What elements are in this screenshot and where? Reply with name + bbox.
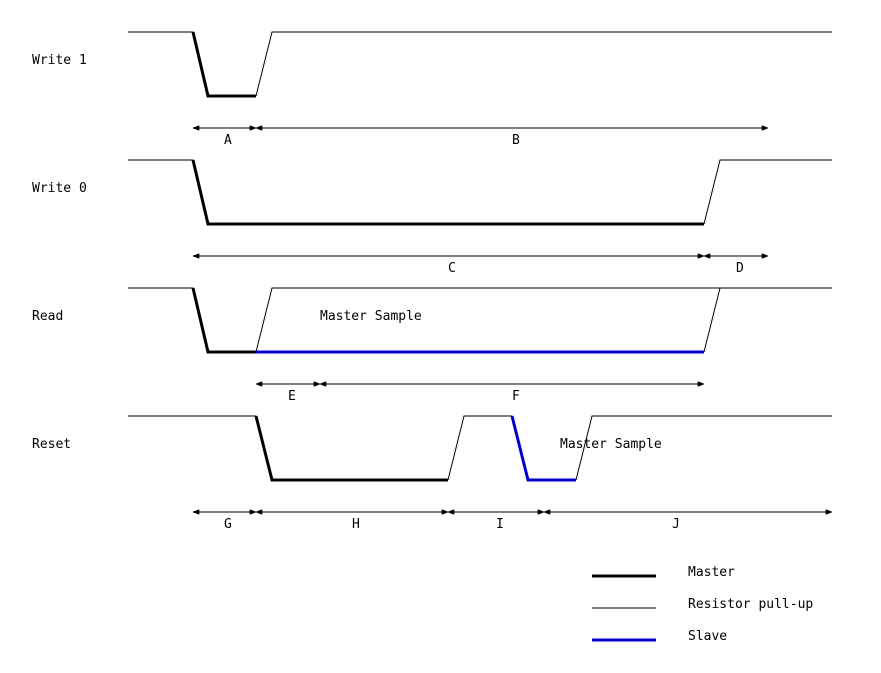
reset-slave-line bbox=[510, 415, 576, 482]
write0-waveform: Write 0 bbox=[32, 159, 832, 226]
reset-master-line bbox=[254, 415, 448, 482]
legend-master-label: Master bbox=[688, 565, 735, 580]
interval-j-label: J bbox=[672, 517, 680, 532]
write1-label: Write 1 bbox=[32, 53, 87, 68]
reset-pullup-line bbox=[128, 415, 832, 481]
write1-waveform: Write 1 bbox=[32, 31, 832, 98]
legend: Master Resistor pull-up Slave bbox=[592, 565, 813, 644]
write0-pullup-line bbox=[128, 159, 832, 225]
read-label: Read bbox=[32, 309, 63, 324]
write1-intervals: A B bbox=[192, 125, 769, 148]
reset-intervals: G H I J bbox=[192, 509, 833, 532]
reset-label: Reset bbox=[32, 437, 71, 452]
interval-h-label: H bbox=[352, 517, 360, 532]
legend-pullup-label: Resistor pull-up bbox=[688, 597, 813, 612]
write0-intervals: C D bbox=[192, 253, 769, 276]
write0-master-line bbox=[191, 159, 704, 226]
write1-master-line bbox=[191, 31, 256, 98]
interval-a-label: A bbox=[224, 133, 232, 148]
read-pullup-line bbox=[128, 287, 832, 353]
interval-d-label: D bbox=[736, 261, 744, 276]
write0-label: Write 0 bbox=[32, 181, 87, 196]
reset-master-sample: Master Sample bbox=[560, 437, 662, 452]
write1-pullup-line bbox=[128, 31, 832, 97]
read-waveform: Read Master Sample bbox=[32, 287, 832, 354]
interval-b-label: B bbox=[512, 133, 520, 148]
read-master-line bbox=[191, 287, 256, 354]
interval-i-label: I bbox=[496, 517, 504, 532]
legend-slave-label: Slave bbox=[688, 629, 727, 644]
interval-c-label: C bbox=[448, 261, 456, 276]
interval-e-label: E bbox=[288, 389, 296, 404]
read-intervals: E F bbox=[255, 381, 705, 404]
read-master-sample: Master Sample bbox=[320, 309, 422, 324]
interval-f-label: F bbox=[512, 389, 520, 404]
interval-g-label: G bbox=[224, 517, 232, 532]
reset-waveform: Reset Master Sample bbox=[32, 415, 832, 482]
